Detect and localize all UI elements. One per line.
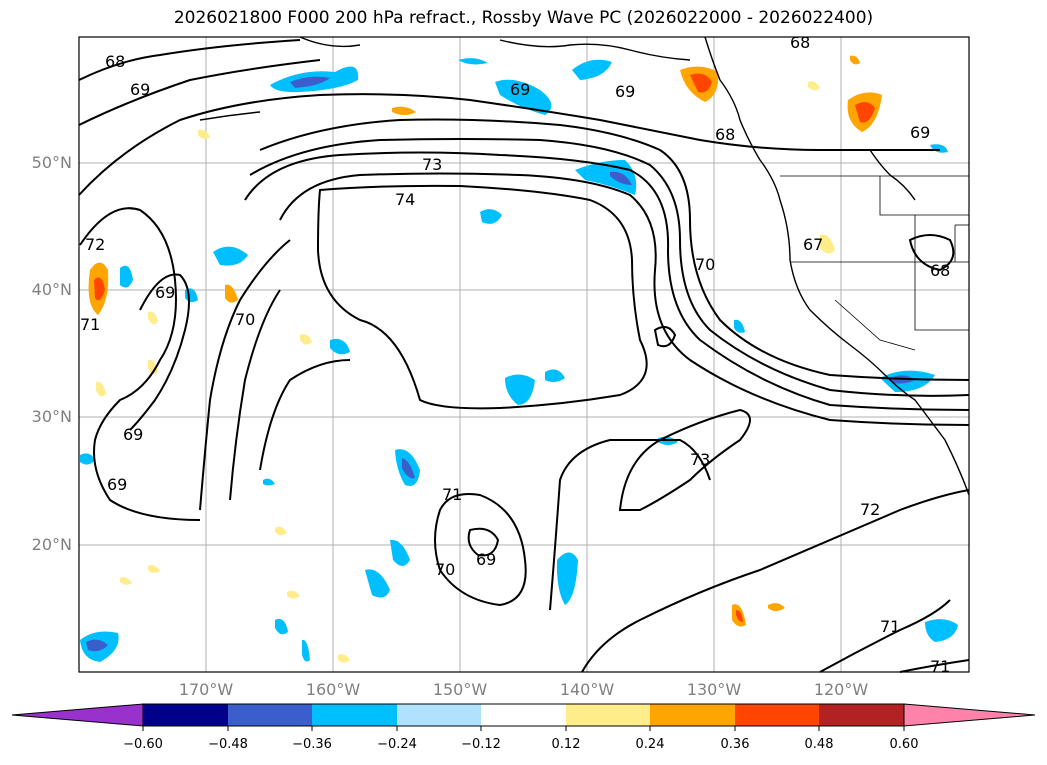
colorbar-tick-label: 0.48	[804, 737, 834, 752]
colorbar-outline	[142, 703, 905, 727]
contour-label: 69	[910, 123, 930, 142]
colorbar-tick-label: −0.12	[461, 737, 501, 752]
colorbar-extend-high	[903, 703, 1036, 727]
colorbar-swatch	[650, 704, 735, 726]
colorbar-tick-label: −0.36	[292, 737, 332, 752]
contour-label: 69	[155, 283, 175, 302]
colorbar-swatch	[143, 704, 228, 726]
lon-label: 150°W	[432, 680, 488, 699]
lon-label: 160°W	[305, 680, 361, 699]
colorbar-tick-label: −0.24	[377, 737, 417, 752]
lat-label: 50°N	[31, 153, 72, 172]
lon-label: 120°W	[813, 680, 869, 699]
contour-label: 70	[695, 255, 715, 274]
contour-label-group: 68 69 69 69 68 68 69 73 74 72 70 69 71 7…	[80, 33, 950, 676]
contour-label: 70	[235, 310, 255, 329]
contour-label: 69	[107, 475, 127, 494]
colorbar	[11, 703, 1036, 731]
contour-label: 67	[803, 235, 823, 254]
contour-label: 72	[860, 500, 880, 519]
lon-label: 130°W	[686, 680, 742, 699]
contour-label: 68	[930, 261, 950, 280]
contour-label: 71	[80, 315, 100, 334]
contour-label: 74	[395, 190, 415, 209]
contour-label: 69	[615, 82, 635, 101]
plot-background	[79, 37, 969, 672]
colorbar-tick-label: 0.36	[720, 737, 750, 752]
plot-frame	[78, 36, 970, 673]
contour-label: 69	[130, 80, 150, 99]
contour-label: 70	[435, 560, 455, 579]
colorbar-swatch	[228, 704, 312, 726]
colorbar-tick-label: −0.48	[208, 737, 248, 752]
colorbar-swatch	[397, 704, 481, 726]
contour-label: 73	[690, 450, 710, 469]
lon-label: 170°W	[178, 680, 234, 699]
contour-label: 69	[476, 550, 496, 569]
lat-label: 20°N	[31, 535, 72, 554]
contour-label: 68	[715, 125, 735, 144]
colorbar-tick-label: −0.60	[123, 737, 163, 752]
contour-label: 71	[880, 617, 900, 636]
contour-label: 71	[930, 657, 950, 676]
contour-label: 68	[790, 33, 810, 52]
colorbar-swatch	[735, 704, 819, 726]
lat-label: 40°N	[31, 280, 72, 299]
coastlines	[199, 36, 970, 496]
colorbar-tick-label: 0.60	[889, 737, 919, 752]
lon-label: 140°W	[559, 680, 615, 699]
colorbar-tick-label: 0.24	[635, 737, 665, 752]
contour-label: 72	[85, 235, 105, 254]
contour-lines	[78, 39, 970, 673]
colorbar-swatch	[481, 704, 566, 726]
contour-label: 73	[422, 155, 442, 174]
colorbar-tick-label: 0.12	[551, 737, 581, 752]
colorbar-extend-low	[11, 703, 144, 727]
colorbar-swatch	[312, 704, 397, 726]
contour-label: 69	[510, 80, 530, 99]
contour-label: 69	[123, 425, 143, 444]
lat-label: 30°N	[31, 407, 72, 426]
colorbar-swatch	[566, 704, 650, 726]
contour-label: 68	[105, 52, 125, 71]
map-title: 2026021800 F000 200 hPa refract., Rossby…	[173, 8, 874, 28]
anomaly-patches	[80, 55, 958, 663]
borders	[780, 175, 969, 351]
contour-label: 71	[442, 485, 462, 504]
colorbar-swatch	[819, 704, 904, 726]
